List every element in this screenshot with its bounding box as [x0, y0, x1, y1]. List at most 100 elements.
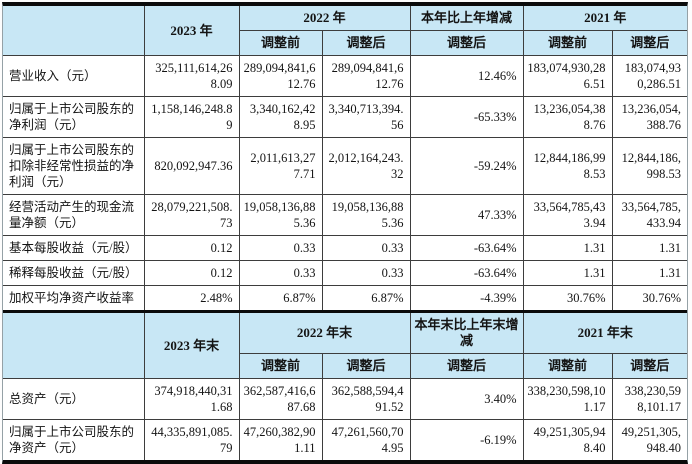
header-2021: 2021 年: [522, 6, 688, 31]
value-cell: 47,260,382,901.11: [238, 419, 323, 460]
table-row: 归属于上市公司股东的净利润（元） 1,158,146,248.89 3,340,16…: [3, 96, 688, 138]
row-label: 加权平均净资产收益率: [3, 285, 145, 310]
value-cell: 820,092,947.36: [143, 137, 240, 195]
table-row: 营业收入（元） 325,111,614,268.09 289,094,841,612…: [3, 55, 688, 97]
value-cell: 338,230,598,101.17: [611, 378, 688, 420]
table-row: 总资产（元） 374,918,440,311.68 362,587,416,687.…: [3, 378, 688, 420]
value-cell: 49,251,305,948.40: [611, 419, 688, 460]
table-row: 经营活动产生的现金流量净额（元） 28,079,221,508.73 19,058,…: [3, 194, 688, 236]
value-cell: -63.64%: [409, 235, 524, 261]
header-adjust-after-2021-end: 调整后: [611, 353, 688, 379]
value-cell: 12,844,186,998.53: [522, 137, 613, 195]
header-change: 本年比上年增减: [409, 6, 524, 31]
value-cell: 12.46%: [409, 55, 524, 97]
value-cell: -4.39%: [409, 285, 524, 310]
value-cell: 183,074,930,286.51: [522, 55, 613, 97]
header-adjust-after-2022: 调整后: [321, 30, 411, 56]
row-label: 经营活动产生的现金流量净额（元）: [3, 194, 145, 236]
header-2021-end: 2021 年末: [522, 313, 688, 354]
header-adjust-after-change: 调整后: [409, 30, 524, 56]
value-cell: 0.33: [238, 235, 323, 261]
value-cell: 1.31: [522, 235, 613, 261]
row-label: 归属于上市公司股东的净利润（元）: [3, 96, 145, 138]
value-cell: 3.40%: [409, 378, 524, 420]
value-cell: 2,012,164,243.32: [321, 137, 411, 195]
value-cell: -65.33%: [409, 96, 524, 138]
value-cell: 1.31: [611, 235, 688, 261]
value-cell: 289,094,841,612.76: [238, 55, 323, 97]
value-cell: 2.48%: [143, 285, 240, 310]
value-cell: 289,094,841,612.76: [321, 55, 411, 97]
value-cell: 30.76%: [611, 285, 688, 310]
header-2023-end: 2023 年末: [143, 313, 240, 379]
value-cell: 19,058,136,885.36: [238, 194, 323, 236]
header-adjust-after-end-change: 调整后: [409, 353, 524, 379]
header-year-row: 2023 年 2022 年 本年比上年增减 2021 年: [3, 6, 688, 56]
corner-cell: [3, 313, 145, 379]
value-cell: 12,844,186,998.53: [611, 137, 688, 195]
value-cell: 0.33: [321, 260, 411, 286]
table-row: 归属于上市公司股东的扣除非经常性损益的净利润（元） 820,092,947.36 2…: [3, 137, 688, 195]
value-cell: 0.33: [238, 260, 323, 286]
header-2022-end: 2022 年末: [238, 313, 411, 354]
header-end-change: 本年末比上年末增减: [409, 313, 524, 354]
value-cell: 49,251,305,948.40: [522, 419, 613, 460]
value-cell: 47,261,560,704.95: [321, 419, 411, 460]
value-cell: 13,236,054,388.76: [522, 96, 613, 138]
row-label: 稀释每股收益（元/股）: [3, 260, 145, 286]
corner-cell: [3, 6, 145, 56]
value-cell: 0.33: [321, 235, 411, 261]
value-cell: 362,588,594,491.52: [321, 378, 411, 420]
value-cell: 3,340,713,394.56: [321, 96, 411, 138]
value-cell: 3,340,162,428.95: [238, 96, 323, 138]
header-adjust-before-2021-end: 调整前: [522, 353, 613, 379]
value-cell: 362,587,416,687.68: [238, 378, 323, 420]
value-cell: 47.33%: [409, 194, 524, 236]
row-label: 总资产（元）: [3, 378, 145, 420]
header-adjust-before-2022: 调整前: [239, 30, 323, 56]
period-end-table: 2023 年末 2022 年末 本年末比上年末增减 2021 年末 调整前 调整…: [3, 313, 688, 460]
value-cell: 2,011,613,277.71: [238, 137, 323, 195]
header-adjust-after-2022-end: 调整后: [321, 353, 411, 379]
header-adjust-before-2021: 调整前: [522, 30, 613, 56]
table-row: 稀释每股收益（元/股） 0.12 0.33 0.33 -63.64% 1.31 1.31: [3, 260, 688, 286]
value-cell: 33,564,785,433.94: [611, 194, 688, 236]
value-cell: 0.12: [143, 235, 240, 261]
table-row: 归属于上市公司股东的净资产（元） 44,335,891,085.79 47,260,…: [3, 419, 688, 460]
table-row: 基本每股收益（元/股） 0.12 0.33 0.33 -63.64% 1.31 1.31: [3, 235, 688, 261]
value-cell: -63.64%: [409, 260, 524, 286]
row-label: 营业收入（元）: [3, 55, 145, 97]
header-adjust-row: 调整前 调整后 调整后 调整前 调整后: [3, 353, 688, 379]
value-cell: 13,236,054,388.76: [611, 96, 688, 138]
value-cell: 338,230,598,101.17: [522, 378, 613, 420]
header-2023: 2023 年: [143, 6, 240, 56]
value-cell: -6.19%: [409, 419, 524, 460]
value-cell: 6.87%: [321, 285, 411, 310]
value-cell: 1.31: [522, 260, 613, 286]
value-cell: 1,158,146,248.89: [143, 96, 240, 138]
value-cell: 1.31: [611, 260, 688, 286]
row-label: 基本每股收益（元/股）: [3, 235, 145, 261]
value-cell: 0.12: [143, 260, 240, 286]
header-adjust-before-2022-end: 调整前: [239, 353, 323, 379]
value-cell: 44,335,891,085.79: [143, 419, 240, 460]
section-divider: [3, 310, 687, 313]
header-adjust-after-2021: 调整后: [611, 30, 688, 56]
value-cell: 183,074,930,286.51: [611, 55, 688, 97]
value-cell: 19,058,136,885.36: [321, 194, 411, 236]
table-row: 加权平均净资产收益率 2.48% 6.87% 6.87% -4.39% 30.76% 30.…: [3, 285, 688, 310]
current-period-table: 2023 年 2022 年 本年比上年增减 2021 年 调整前 调整后 调整后…: [3, 6, 688, 310]
value-cell: 325,111,614,268.09: [143, 55, 240, 97]
row-label: 归属于上市公司股东的净资产（元）: [3, 419, 145, 460]
header-year-row: 2023 年末 2022 年末 本年末比上年末增减 2021 年末: [3, 313, 688, 379]
value-cell: 33,564,785,433.94: [522, 194, 613, 236]
value-cell: 28,079,221,508.73: [143, 194, 240, 236]
value-cell: 30.76%: [522, 285, 613, 310]
value-cell: 6.87%: [238, 285, 323, 310]
value-cell: 374,918,440,311.68: [143, 378, 240, 420]
value-cell: -59.24%: [409, 137, 524, 195]
header-2022: 2022 年: [238, 6, 411, 31]
row-label: 归属于上市公司股东的扣除非经常性损益的净利润（元）: [3, 137, 145, 195]
